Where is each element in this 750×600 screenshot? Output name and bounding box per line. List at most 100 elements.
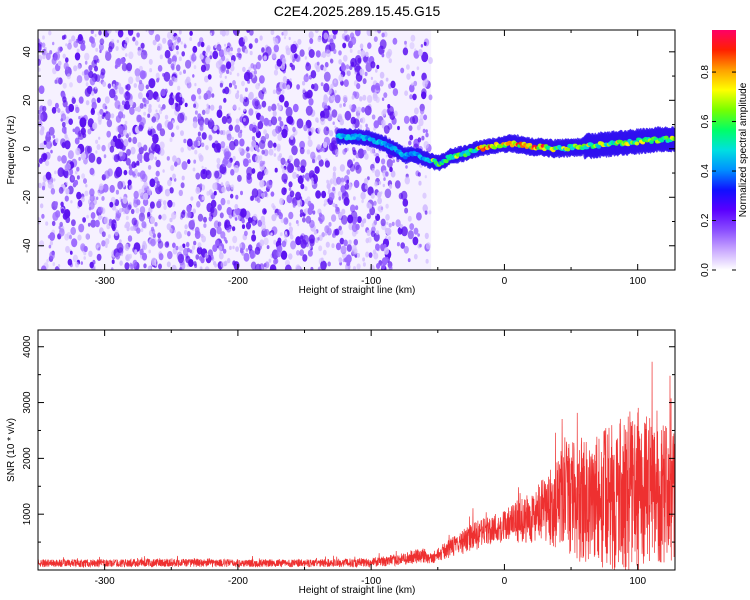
noise-blob: [306, 92, 311, 99]
noise-blob: [145, 99, 149, 105]
noise-blob: [128, 137, 132, 143]
noise-blob: [325, 241, 330, 248]
noise-blob: [401, 226, 408, 237]
noise-blob: [109, 145, 115, 153]
noise-blob: [181, 175, 185, 181]
noise-blob: [322, 249, 327, 256]
noise-blob: [122, 124, 128, 132]
noise-blob: [339, 164, 345, 172]
noise-blob: [308, 170, 315, 180]
noise-blob: [235, 194, 239, 200]
noise-blob: [134, 249, 138, 254]
noise-blob: [379, 39, 387, 50]
noise-blob: [269, 264, 277, 270]
noise-blob: [345, 266, 348, 270]
noise-blob: [219, 74, 222, 79]
noise-blob: [424, 232, 429, 240]
noise-blob: [411, 70, 415, 77]
noise-blob: [167, 121, 174, 130]
noise-blob: [304, 186, 308, 192]
noise-blob: [274, 258, 279, 264]
noise-blob: [294, 105, 298, 110]
noise-blob: [424, 175, 427, 179]
noise-blob: [417, 233, 420, 237]
noise-blob: [413, 80, 418, 87]
noise-blob: [257, 54, 262, 61]
noise-blob: [225, 61, 231, 70]
noise-blob: [370, 230, 376, 237]
noise-blob: [226, 207, 233, 216]
noise-blob: [143, 181, 148, 188]
noise-blob: [186, 204, 192, 213]
noise-blob: [197, 131, 201, 137]
noise-blob: [385, 256, 389, 262]
noise-blob: [419, 243, 422, 248]
noise-blob: [64, 140, 71, 150]
noise-blob: [95, 139, 99, 144]
noise-blob: [147, 265, 152, 270]
noise-blob: [271, 51, 277, 59]
noise-blob: [270, 116, 278, 126]
noise-blob: [147, 165, 152, 170]
noise-blob: [183, 247, 189, 256]
noise-blob: [259, 115, 265, 123]
noise-blob: [214, 239, 220, 247]
noise-blob: [158, 104, 161, 109]
noise-blob: [256, 189, 263, 198]
noise-blob: [412, 236, 419, 246]
noise-blob: [45, 160, 50, 167]
noise-blob: [111, 223, 116, 230]
noise-blob: [352, 158, 355, 162]
noise-blob: [203, 223, 207, 228]
noise-blob: [417, 172, 421, 177]
noise-blob: [394, 180, 401, 189]
noise-blob: [383, 125, 390, 134]
noise-blob: [281, 128, 288, 139]
noise-blob: [299, 209, 304, 214]
noise-blob: [359, 96, 363, 102]
noise-blob: [404, 40, 407, 45]
noise-blob: [72, 254, 78, 263]
noise-blob: [95, 150, 98, 154]
noise-blob: [278, 94, 285, 103]
noise-blob: [246, 172, 252, 180]
noise-blob: [84, 74, 90, 82]
noise-blob: [356, 253, 360, 258]
noise-blob: [42, 105, 47, 112]
noise-blob: [180, 130, 184, 137]
noise-blob: [383, 247, 389, 255]
noise-blob: [374, 169, 381, 178]
noise-blob: [259, 75, 265, 84]
noise-blob: [187, 159, 191, 165]
noise-blob: [79, 117, 87, 128]
noise-blob: [297, 223, 300, 227]
noise-blob: [124, 37, 130, 44]
noise-blob: [296, 174, 300, 178]
noise-blob: [192, 208, 196, 214]
noise-blob: [150, 238, 156, 247]
noise-blob: [210, 199, 217, 208]
noise-blob: [143, 97, 147, 104]
noise-blob: [295, 236, 302, 246]
noise-blob: [58, 228, 65, 237]
noise-blob: [196, 201, 201, 208]
y-tick-label: 40: [22, 46, 33, 58]
noise-blob: [94, 34, 97, 37]
noise-blob: [302, 80, 306, 86]
noise-blob: [57, 60, 62, 66]
noise-blob: [311, 177, 314, 182]
noise-blob: [388, 223, 392, 228]
noise-blob: [281, 240, 287, 248]
noise-blob: [353, 215, 358, 223]
noise-blob: [390, 80, 396, 89]
noise-blob: [46, 259, 49, 263]
noise-blob: [330, 140, 338, 150]
noise-blob: [38, 85, 45, 94]
noise-blob: [130, 146, 136, 155]
noise-blob: [177, 253, 184, 264]
noise-blob: [385, 51, 391, 59]
noise-blob: [201, 165, 204, 169]
noise-blob: [307, 135, 311, 140]
noise-blob: [170, 165, 175, 171]
noise-blob: [261, 47, 265, 53]
